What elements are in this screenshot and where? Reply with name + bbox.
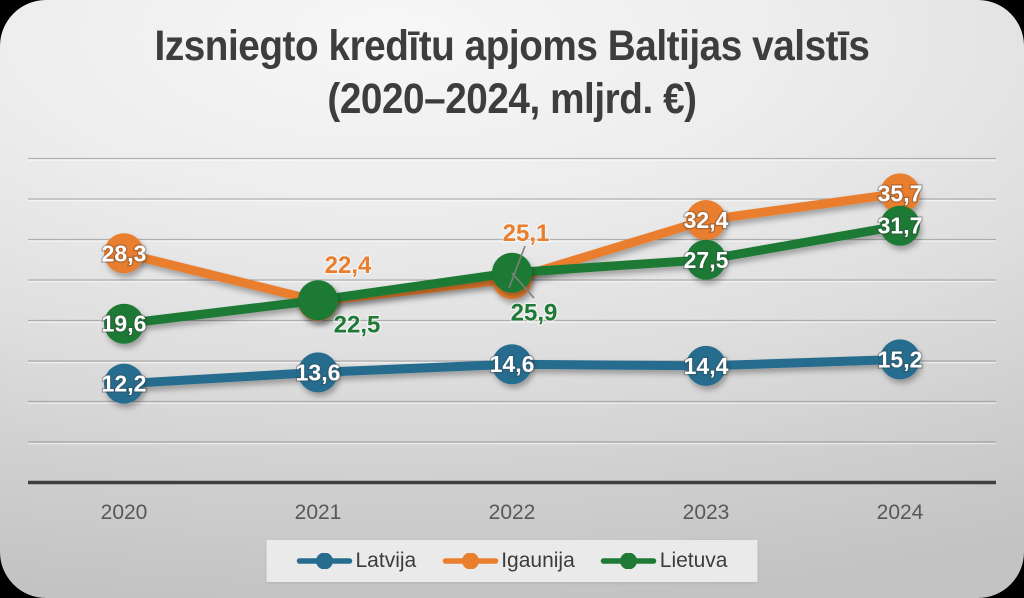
legend-marker-lietuva-icon — [601, 553, 657, 569]
data-label-lietuva-2024: 31,7 — [878, 213, 923, 239]
x-tick-label: 2024 — [877, 501, 924, 524]
chart-title-line-1: Izsniegto kredītu apjoms Baltijas valstī… — [154, 22, 870, 70]
data-point-lietuva-2023 — [686, 239, 726, 280]
x-tick-label: 2020 — [101, 501, 148, 524]
legend-item-igaunija: Igaunija — [442, 549, 575, 573]
data-label-igaunija-2021: 22,4 — [325, 252, 372, 279]
legend-label-latvija: Latvija — [355, 549, 417, 572]
data-point-lietuva-2021 — [298, 280, 338, 321]
legend-marker-latvija-icon — [296, 553, 353, 569]
data-point-latvija-2022 — [492, 344, 532, 385]
data-point-latvija-2024 — [880, 339, 920, 380]
data-label-lietuva-2023: 27,5 — [684, 247, 729, 273]
data-point-igaunija-2024 — [880, 173, 920, 214]
data-point-lietuva-2024 — [880, 205, 920, 246]
chart-title-line-2: (2020–2024, mljrd. €) — [327, 75, 697, 123]
data-label-igaunija-2020: 28,3 — [102, 240, 147, 266]
legend-label-igaunija: Igaunija — [501, 549, 575, 572]
callout-leader-line — [508, 245, 526, 289]
chart-legend: Latvija Igaunija Lietuva — [266, 540, 758, 582]
data-label-latvija-2020: 12,2 — [102, 371, 147, 397]
legend-marker-igaunija-icon — [442, 553, 498, 569]
legend-label-lietuva: Lietuva — [659, 549, 728, 572]
data-point-latvija-2023 — [686, 345, 726, 386]
legend-item-lietuva: Lietuva — [601, 549, 728, 573]
chart-title: Izsniegto kredītu apjoms Baltijas valstī… — [51, 20, 973, 126]
x-tick-label: 2021 — [295, 501, 342, 524]
data-label-igaunija-2024: 35,7 — [878, 180, 923, 206]
data-label-latvija-2022: 14,6 — [490, 351, 535, 377]
data-label-latvija-2021: 13,6 — [296, 359, 341, 385]
legend-item-latvija: Latvija — [296, 549, 417, 573]
data-label-lietuva-2020: 19,6 — [102, 311, 147, 337]
data-point-latvija-2021 — [298, 352, 338, 393]
data-point-lietuva-2022 — [492, 252, 532, 293]
data-label-latvija-2023: 14,4 — [684, 353, 729, 379]
data-label-latvija-2024: 15,2 — [878, 346, 923, 372]
data-label-lietuva-2022: 25,9 — [511, 300, 558, 327]
x-tick-label: 2023 — [683, 501, 730, 524]
data-label-lietuva-2021: 22,5 — [334, 311, 381, 338]
data-label-igaunija-2023: 32,4 — [684, 207, 729, 233]
data-point-igaunija-2023 — [686, 200, 726, 241]
data-point-latvija-2020 — [104, 363, 144, 404]
x-tick-label: 2022 — [489, 501, 536, 524]
data-point-lietuva-2020 — [104, 303, 144, 344]
data-label-igaunija-2022: 25,1 — [503, 220, 550, 247]
callout-leader-line — [511, 272, 535, 299]
data-point-igaunija-2020 — [104, 233, 144, 274]
